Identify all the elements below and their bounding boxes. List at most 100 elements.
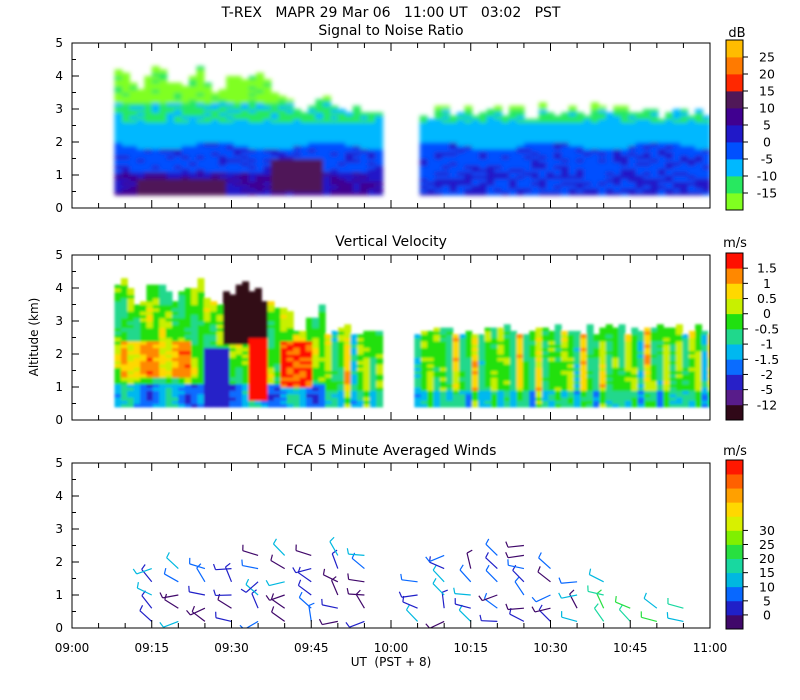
velocity-cell — [274, 367, 282, 372]
snr-cell — [531, 122, 540, 127]
wind-barb-flag — [425, 556, 430, 562]
snr-cell — [375, 188, 384, 193]
velocity-cell — [656, 363, 664, 368]
velocity-cell — [541, 347, 549, 352]
velocity-cell — [242, 307, 250, 312]
snr-cell — [672, 125, 681, 130]
velocity-cell — [337, 390, 345, 395]
velocity-cell — [586, 327, 594, 332]
snr-cell — [144, 184, 153, 189]
velocity-cell — [465, 337, 473, 342]
snr-cell — [546, 161, 555, 166]
snr-cell — [345, 138, 354, 143]
velocity-cell — [159, 311, 167, 315]
velocity-cell — [184, 311, 192, 315]
snr-cell — [643, 138, 652, 143]
velocity-cell — [120, 324, 128, 329]
snr-cell — [456, 188, 465, 193]
snr-cell — [151, 155, 160, 160]
velocity-cell — [165, 294, 173, 299]
snr-cell — [315, 99, 324, 103]
velocity-cell — [171, 334, 179, 339]
wind-barb-flag — [441, 589, 448, 593]
velocity-cell — [605, 370, 613, 375]
velocity-cell — [573, 400, 581, 405]
velocity-cell — [599, 393, 607, 398]
snr-cell — [188, 115, 198, 120]
snr-cell — [501, 122, 510, 127]
snr-cell — [337, 188, 346, 193]
colorbar-swatch — [726, 57, 743, 75]
snr-cell — [501, 158, 510, 163]
snr-cell — [270, 148, 279, 153]
snr-cell — [657, 151, 666, 156]
snr-cell — [226, 109, 235, 113]
velocity-cell — [171, 383, 179, 388]
velocity-cell — [510, 396, 518, 401]
snr-cell — [300, 188, 309, 193]
velocity-cell — [120, 344, 128, 348]
snr-cell — [248, 89, 257, 94]
snr-cell — [576, 142, 585, 146]
snr-cell — [434, 118, 443, 123]
snr-cell — [330, 142, 339, 146]
velocity-cell — [203, 387, 211, 391]
snr-cell — [590, 128, 599, 133]
velocity-cell — [656, 330, 664, 335]
velocity-cell — [267, 307, 275, 312]
velocity-cell — [433, 350, 441, 355]
velocity-cell — [140, 340, 148, 345]
snr-cell — [702, 151, 710, 156]
snr-cell — [226, 102, 235, 107]
snr-cell — [367, 171, 376, 176]
snr-cell — [613, 148, 622, 153]
snr-cell — [211, 145, 220, 150]
wind-barb — [507, 554, 525, 559]
snr-cell — [196, 145, 205, 150]
velocity-cell — [261, 387, 269, 391]
velocity-cell — [216, 324, 224, 329]
snr-cell — [278, 158, 287, 163]
velocity-cell — [165, 377, 173, 381]
velocity-cell — [267, 354, 275, 358]
snr-cell — [687, 184, 696, 189]
snr-cell — [561, 184, 570, 189]
velocity-cell — [146, 340, 154, 345]
snr-cell — [613, 118, 622, 123]
snr-cell — [546, 125, 555, 130]
velocity-cell — [376, 370, 384, 375]
snr-cell — [531, 138, 540, 143]
velocity-cell — [267, 337, 275, 342]
velocity-cell — [184, 370, 192, 375]
velocity-cell — [675, 380, 683, 385]
velocity-cell — [274, 360, 282, 365]
snr-cell — [583, 188, 592, 193]
snr-cell — [605, 125, 614, 130]
velocity-cell — [516, 380, 524, 385]
velocity-cell — [644, 377, 652, 381]
snr-cell — [464, 155, 473, 160]
snr-cell — [456, 181, 465, 186]
snr-cell — [211, 171, 220, 176]
velocity-cell — [331, 403, 339, 408]
velocity-cell — [222, 377, 230, 381]
velocity-cell — [420, 337, 428, 342]
velocity-cell — [675, 393, 683, 398]
snr-cell — [174, 145, 183, 150]
velocity-cell — [267, 357, 275, 362]
snr-cell — [352, 122, 361, 127]
snr-cell — [598, 138, 607, 143]
snr-cell — [576, 161, 585, 166]
velocity-cell — [580, 373, 588, 378]
snr-cell — [248, 132, 257, 136]
snr-cell — [211, 135, 220, 140]
velocity-cell — [337, 330, 345, 335]
velocity-cell — [280, 367, 288, 372]
snr-cell — [553, 135, 562, 140]
snr-cell — [672, 112, 681, 117]
velocity-cell — [541, 396, 549, 401]
velocity-cell — [650, 373, 658, 378]
velocity-cell — [280, 373, 288, 378]
velocity-cell — [682, 400, 690, 405]
snr-cell — [583, 148, 592, 153]
